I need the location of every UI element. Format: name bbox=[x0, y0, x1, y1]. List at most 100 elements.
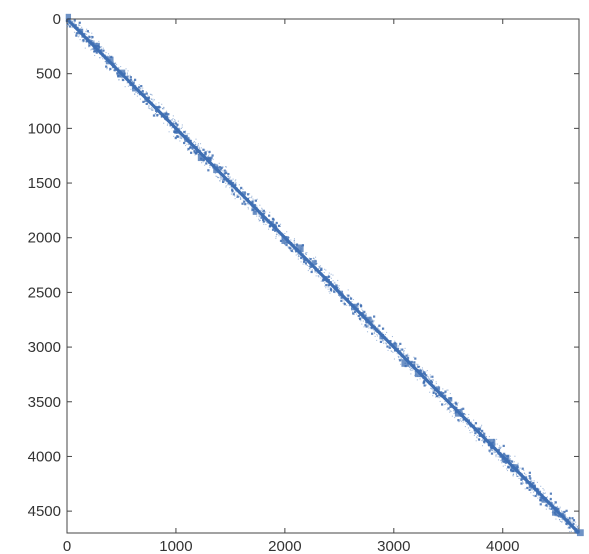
nonzero-point bbox=[403, 352, 405, 354]
nonzero-point bbox=[462, 419, 464, 421]
nonzero-point bbox=[239, 196, 241, 198]
nonzero-point bbox=[249, 197, 251, 199]
nonzero-point bbox=[89, 44, 91, 46]
nonzero-point bbox=[425, 384, 427, 386]
nonzero-point bbox=[442, 392, 444, 394]
nonzero-point bbox=[559, 516, 561, 518]
nonzero-point bbox=[83, 39, 85, 41]
nonzero-point bbox=[310, 261, 312, 263]
nonzero-point bbox=[311, 269, 313, 271]
nonzero-point bbox=[507, 464, 509, 467]
nonzero-point bbox=[476, 437, 478, 439]
nonzero-point bbox=[485, 441, 487, 443]
nonzero-point bbox=[374, 333, 376, 335]
nonzero-point bbox=[171, 119, 173, 121]
nonzero-point bbox=[366, 331, 369, 333]
nonzero-point bbox=[208, 150, 211, 153]
nonzero-point bbox=[382, 342, 385, 344]
nonzero-point bbox=[423, 380, 425, 382]
nonzero-point bbox=[491, 450, 493, 452]
nonzero-point bbox=[577, 527, 579, 529]
nonzero-point bbox=[316, 272, 318, 274]
nonzero-point bbox=[536, 494, 538, 496]
nonzero-point bbox=[527, 481, 529, 483]
nonzero-point bbox=[469, 429, 471, 431]
nonzero-point bbox=[236, 196, 238, 198]
nonzero-point bbox=[419, 365, 421, 367]
nonzero-point bbox=[434, 392, 438, 395]
nonzero-point bbox=[495, 449, 497, 451]
nonzero-point bbox=[328, 272, 330, 274]
diagonal-block-point bbox=[117, 69, 126, 78]
nonzero-point bbox=[88, 41, 91, 44]
nonzero-point bbox=[286, 231, 288, 233]
nonzero-point bbox=[180, 127, 182, 129]
nonzero-point bbox=[275, 236, 277, 238]
nonzero-point bbox=[429, 378, 431, 380]
nonzero-point bbox=[390, 344, 392, 347]
nonzero-point bbox=[184, 130, 187, 132]
nonzero-point bbox=[559, 520, 562, 522]
nonzero-point bbox=[362, 314, 364, 316]
nonzero-point bbox=[389, 347, 391, 349]
nonzero-point bbox=[262, 217, 264, 219]
nonzero-point bbox=[410, 367, 412, 369]
nonzero-point bbox=[135, 90, 138, 92]
nonzero-point bbox=[524, 478, 527, 482]
nonzero-point bbox=[246, 197, 249, 201]
nonzero-point bbox=[483, 432, 486, 435]
nonzero-point bbox=[131, 85, 133, 87]
nonzero-point bbox=[76, 27, 78, 29]
nonzero-point bbox=[171, 122, 174, 125]
nonzero-point bbox=[343, 303, 346, 306]
nonzero-point bbox=[193, 149, 196, 153]
nonzero-point bbox=[503, 452, 506, 455]
nonzero-point bbox=[576, 526, 578, 528]
nonzero-point bbox=[167, 117, 169, 119]
nonzero-point bbox=[193, 151, 196, 154]
nonzero-point bbox=[490, 447, 493, 450]
nonzero-point bbox=[338, 285, 340, 287]
nonzero-point bbox=[320, 268, 323, 272]
nonzero-point bbox=[236, 195, 239, 198]
nonzero-point bbox=[134, 78, 137, 81]
nonzero-point bbox=[435, 394, 438, 398]
nonzero-point bbox=[425, 371, 427, 373]
nonzero-point bbox=[308, 268, 310, 270]
nonzero-point bbox=[227, 178, 229, 180]
nonzero-point bbox=[437, 385, 439, 387]
nonzero-point bbox=[247, 208, 249, 210]
nonzero-point bbox=[465, 420, 467, 422]
nonzero-point bbox=[239, 192, 241, 194]
nonzero-point bbox=[509, 464, 511, 467]
nonzero-point bbox=[198, 151, 200, 153]
nonzero-point bbox=[559, 506, 561, 508]
nonzero-point bbox=[116, 64, 118, 66]
y-tick-label: 3000 bbox=[28, 339, 61, 356]
nonzero-point bbox=[498, 455, 500, 457]
nonzero-point bbox=[151, 104, 153, 106]
nonzero-point bbox=[291, 242, 293, 244]
nonzero-point bbox=[489, 445, 493, 448]
nonzero-point bbox=[522, 475, 525, 479]
nonzero-point bbox=[398, 345, 400, 347]
nonzero-point bbox=[298, 255, 301, 257]
nonzero-point bbox=[573, 530, 575, 532]
nonzero-point bbox=[422, 380, 426, 384]
nonzero-point bbox=[560, 516, 562, 518]
nonzero-point bbox=[549, 498, 552, 501]
nonzero-point bbox=[155, 103, 157, 105]
nonzero-point bbox=[236, 195, 238, 197]
nonzero-point bbox=[252, 207, 254, 209]
nonzero-point bbox=[235, 187, 238, 189]
nonzero-point bbox=[561, 521, 563, 523]
diagonal-block-point bbox=[338, 291, 344, 296]
nonzero-point bbox=[426, 382, 428, 384]
nonzero-point bbox=[544, 492, 546, 494]
nonzero-point bbox=[558, 519, 561, 521]
nonzero-point bbox=[127, 70, 129, 72]
nonzero-point bbox=[542, 488, 544, 490]
nonzero-point bbox=[556, 505, 559, 508]
nonzero-point bbox=[382, 340, 384, 342]
nonzero-point bbox=[308, 257, 310, 259]
